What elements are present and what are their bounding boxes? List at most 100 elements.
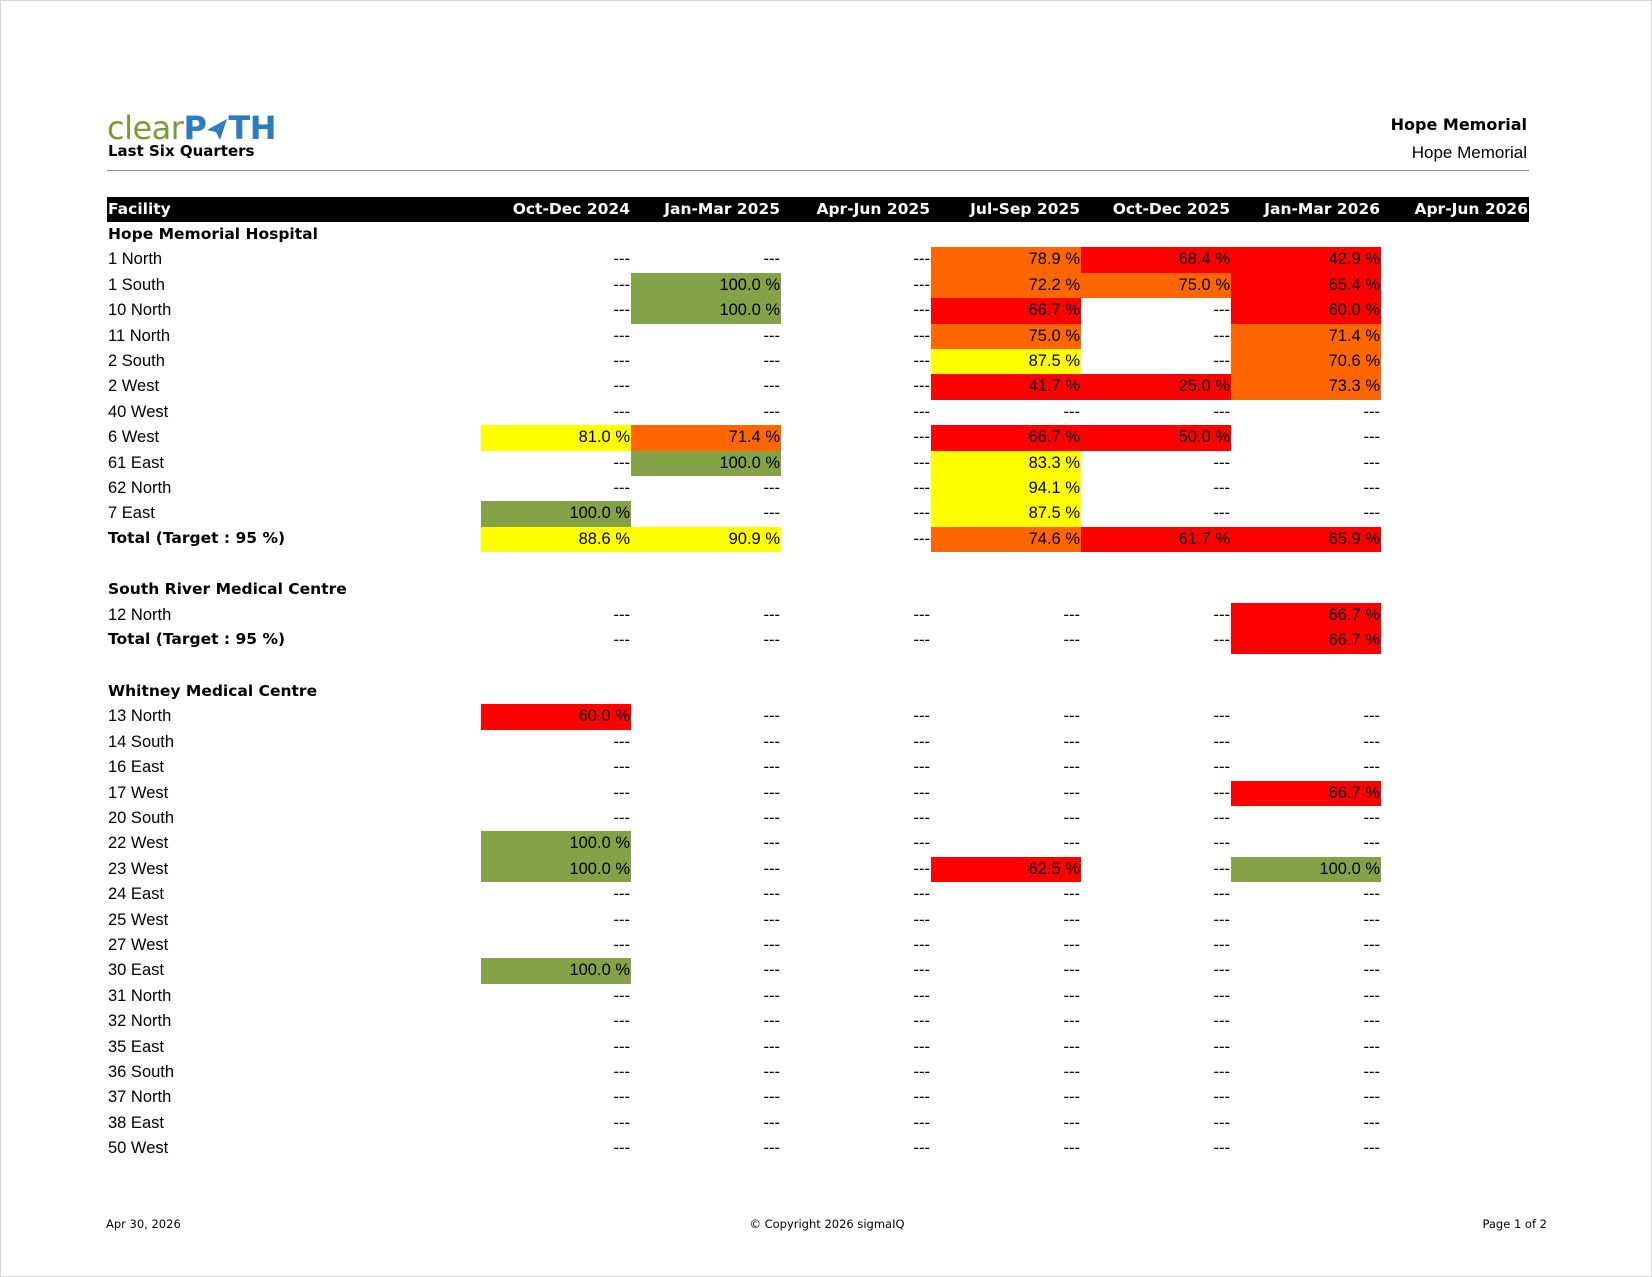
unit-name: 7 East xyxy=(108,504,155,523)
percent-cell xyxy=(1381,806,1529,831)
percent-cell: 25.0 % xyxy=(1081,374,1231,400)
percent-cell: --- xyxy=(913,808,930,827)
section-spacer xyxy=(107,552,1529,577)
unit-name: 1 South xyxy=(108,275,165,294)
unit-name: 12 North xyxy=(108,605,172,624)
percent-cell: --- xyxy=(1213,808,1230,827)
unit-name: 11 North xyxy=(108,326,171,345)
percent-cell: --- xyxy=(1363,1012,1380,1031)
percent-cell: 66.7 % xyxy=(931,425,1081,451)
percent-cell: --- xyxy=(613,1139,630,1158)
percent-cell xyxy=(1381,628,1529,653)
table-row: 35 East --- --- --- --- --- --- xyxy=(107,1035,1529,1060)
percent-cell: --- xyxy=(1363,758,1380,777)
unit-name: 16 East xyxy=(108,758,164,777)
table-row: 7 East 100.0 % --- --- 87.5 % --- --- xyxy=(107,501,1529,527)
percent-cell: 62.5 % xyxy=(931,856,1081,883)
unit-name: 27 West xyxy=(108,935,169,954)
percent-cell: --- xyxy=(763,1088,780,1107)
percent-cell: --- xyxy=(1363,402,1380,421)
unit-name: 25 West xyxy=(108,910,169,929)
percent-cell: --- xyxy=(613,935,630,954)
table-row: 23 West 100.0 % --- --- 62.5 % --- 100.0 % xyxy=(107,856,1529,883)
percent-cell: --- xyxy=(913,1139,930,1158)
percent-cell: --- xyxy=(1213,910,1230,929)
percent-cell: --- xyxy=(1063,885,1080,904)
percent-cell: --- xyxy=(763,250,780,269)
column-header: Jan-Mar 2026 xyxy=(1264,200,1380,218)
percent-cell: 65.4 % xyxy=(1231,272,1381,299)
percent-cell: 65.9 % xyxy=(1231,526,1381,553)
column-header: Facility xyxy=(108,200,171,218)
percent-cell: 100.0 % xyxy=(631,450,781,476)
percent-cell: --- xyxy=(1363,707,1380,726)
percent-cell: --- xyxy=(613,478,630,497)
column-header: Jul-Sep 2025 xyxy=(970,200,1080,218)
percent-cell: 81.0 % xyxy=(481,425,631,451)
percent-cell: 66.7 % xyxy=(1231,628,1381,654)
paper-plane-icon xyxy=(207,119,228,140)
percent-cell: 100.0 % xyxy=(481,856,631,883)
percent-cell: --- xyxy=(763,1113,780,1132)
percent-cell: --- xyxy=(1063,1012,1080,1031)
percent-cell: --- xyxy=(1213,402,1230,421)
column-header: Apr-Jun 2025 xyxy=(816,200,930,218)
percent-cell xyxy=(1381,857,1529,882)
percent-cell: 42.9 % xyxy=(1231,247,1381,273)
percent-cell: --- xyxy=(1213,732,1230,751)
percent-cell: --- xyxy=(1363,1088,1380,1107)
percent-cell: --- xyxy=(1063,1088,1080,1107)
percent-cell xyxy=(1381,298,1529,323)
total-label: Total (Target : 95 %) xyxy=(108,630,286,649)
facility-name: South River Medical Centre xyxy=(108,580,347,599)
percent-cell: --- xyxy=(763,986,780,1005)
percent-cell: --- xyxy=(1063,707,1080,726)
section-header-row: South River Medical Centre xyxy=(107,577,1529,602)
percent-cell: --- xyxy=(1063,1139,1080,1158)
percent-cell: --- xyxy=(1213,504,1230,523)
unit-name: 30 East xyxy=(108,961,164,980)
percent-cell: --- xyxy=(613,1088,630,1107)
table-row: 2 West --- --- --- 41.7 % 25.0 % 73.3 % xyxy=(107,374,1529,400)
quarterly-table: Facility Oct-Dec 2024 Jan-Mar 2025 Apr-J… xyxy=(107,197,1529,1161)
percent-cell: 71.4 % xyxy=(631,425,781,451)
percent-cell: --- xyxy=(1363,453,1380,472)
table-row: 20 South --- --- --- --- --- --- xyxy=(107,806,1529,831)
percent-cell: --- xyxy=(913,961,930,980)
percent-cell: 100.0 % xyxy=(631,272,781,299)
percent-cell: --- xyxy=(1213,1037,1230,1056)
percent-cell xyxy=(1381,603,1529,628)
percent-cell: --- xyxy=(1213,351,1230,370)
percent-cell: --- xyxy=(1063,961,1080,980)
column-header: Oct-Dec 2025 xyxy=(1112,200,1230,218)
percent-cell: 71.4 % xyxy=(1231,323,1381,349)
percent-cell: --- xyxy=(913,351,930,370)
percent-cell: --- xyxy=(1063,402,1080,421)
percent-cell xyxy=(1381,984,1529,1009)
percent-cell: 60.0 % xyxy=(481,704,631,730)
section-header-row: Whitney Medical Centre xyxy=(107,679,1529,704)
percent-cell: --- xyxy=(1363,1037,1380,1056)
percent-cell: --- xyxy=(1213,935,1230,954)
unit-name: 32 North xyxy=(108,1012,172,1031)
percent-cell: --- xyxy=(613,275,630,294)
facility-name: Hope Memorial Hospital xyxy=(108,225,318,243)
column-header: Jan-Mar 2025 xyxy=(664,200,780,218)
percent-cell: 66.7 % xyxy=(1231,602,1381,629)
percent-cell: 74.6 % xyxy=(931,526,1081,553)
percent-cell: --- xyxy=(1213,301,1230,320)
percent-cell: --- xyxy=(1213,605,1230,624)
percent-cell: --- xyxy=(613,986,630,1005)
percent-cell: 41.7 % xyxy=(931,374,1081,400)
percent-cell: 72.2 % xyxy=(931,272,1081,299)
table-row: 13 North 60.0 % --- --- --- --- --- xyxy=(107,704,1529,730)
percent-cell: --- xyxy=(1213,453,1230,472)
percent-cell: --- xyxy=(913,605,930,624)
percent-cell: --- xyxy=(763,834,780,853)
percent-cell: --- xyxy=(1213,1062,1230,1081)
percent-cell: 66.7 % xyxy=(931,298,1081,324)
percent-cell: --- xyxy=(613,453,630,472)
unit-name: 17 West xyxy=(108,783,169,802)
unit-name: 50 West xyxy=(108,1139,169,1158)
percent-cell: --- xyxy=(1363,885,1380,904)
